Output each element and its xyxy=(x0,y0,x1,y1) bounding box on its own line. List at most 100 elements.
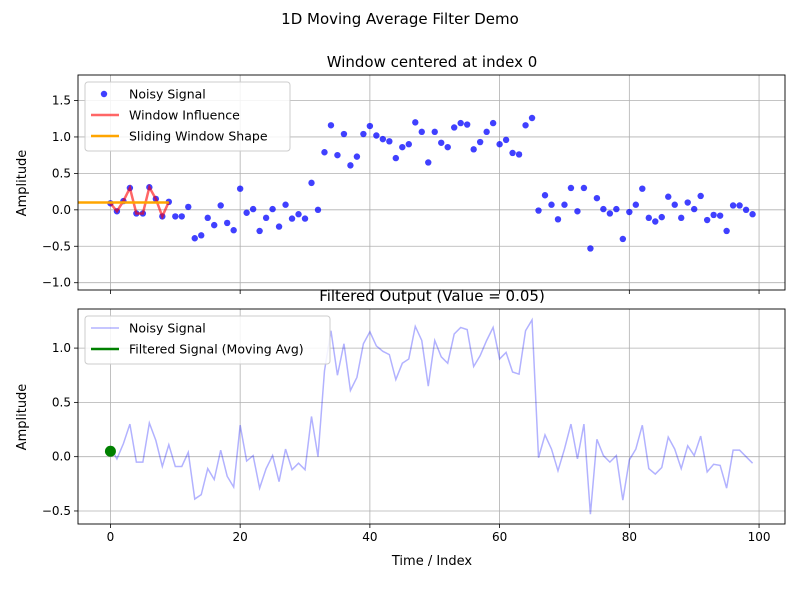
y-tick-label: −1.0 xyxy=(42,276,71,290)
scatter-point xyxy=(626,208,633,216)
scatter-point xyxy=(613,205,620,213)
scatter-point xyxy=(262,214,270,222)
series-line xyxy=(109,317,754,515)
y-tick-label: 0.5 xyxy=(52,166,71,180)
scatter-point xyxy=(639,185,646,192)
scatter-point xyxy=(502,136,510,144)
scatter-point xyxy=(223,219,231,227)
scatter-point xyxy=(535,207,542,214)
scatter-point xyxy=(723,227,730,235)
scatter-point xyxy=(665,193,672,200)
bottom-axes: Filtered Output (Value = 0.05) Amplitude… xyxy=(15,287,786,569)
legend-label: Sliding Window Shape xyxy=(129,129,268,144)
scatter-point xyxy=(236,185,244,192)
scatter-point xyxy=(340,130,348,138)
legend-label: Filtered Signal (Moving Avg) xyxy=(129,342,304,357)
scatter-point xyxy=(483,128,490,136)
scatter-point xyxy=(593,194,601,202)
scatter-point xyxy=(301,215,309,222)
x-tick-label: 40 xyxy=(362,530,377,544)
bottom-legend: Noisy Signal Filtered Signal (Moving Avg) xyxy=(84,315,331,365)
scatter-point xyxy=(353,153,361,160)
scatter-point xyxy=(347,162,354,169)
series-line xyxy=(109,183,170,220)
scatter-point xyxy=(243,209,250,216)
scatter-point xyxy=(645,214,652,222)
bottom-plot-area: 0 20 40 60 80 100 −0.5 0.0 0.5 1.0 xyxy=(42,308,786,544)
scatter-point xyxy=(405,141,412,148)
top-axes-title: Window centered at index 0 xyxy=(327,53,538,71)
scatter-point xyxy=(217,202,224,209)
scatter-point xyxy=(567,184,575,192)
scatter-point xyxy=(185,203,192,211)
scatter-point xyxy=(314,206,322,214)
scatter-point xyxy=(684,199,691,206)
axes-frame xyxy=(77,74,786,291)
scatter-point xyxy=(249,205,257,213)
bottom-axes-ylabel: Amplitude xyxy=(15,384,30,451)
scatter-point xyxy=(418,128,425,136)
scatter-point xyxy=(600,205,607,213)
scatter-point xyxy=(295,211,302,218)
series-group xyxy=(78,114,756,252)
scatter-point xyxy=(412,119,419,126)
filtered-marker xyxy=(104,445,116,457)
scatter-point xyxy=(308,179,315,187)
scatter-point xyxy=(198,232,205,239)
scatter-point xyxy=(431,128,438,136)
scatter-point xyxy=(288,215,296,222)
scatter-point xyxy=(574,208,581,215)
scatter-point xyxy=(548,201,555,208)
scatter-point xyxy=(496,141,503,148)
scatter-point xyxy=(457,119,464,127)
scatter-point xyxy=(736,202,743,209)
scatter-point xyxy=(522,122,529,129)
scatter-point xyxy=(172,213,179,220)
scatter-point xyxy=(561,201,568,208)
scatter-point xyxy=(386,138,393,145)
scatter-point xyxy=(204,214,211,222)
scatter-point xyxy=(509,149,516,157)
y-tick-label: 1.0 xyxy=(52,341,71,355)
y-tick-label: 0.0 xyxy=(52,450,71,464)
scatter-point xyxy=(438,139,445,146)
scatter-point xyxy=(652,218,659,225)
x-tick-label: 60 xyxy=(492,530,507,544)
scatter-point xyxy=(742,206,750,214)
scatter-point xyxy=(282,201,289,208)
scatter-point xyxy=(191,235,198,242)
scatter-point xyxy=(275,223,283,230)
legend-box xyxy=(84,81,291,152)
scatter-point xyxy=(366,122,374,130)
scatter-point xyxy=(716,212,724,219)
scatter-point xyxy=(334,151,341,159)
legend-box xyxy=(84,315,331,365)
scatter-point xyxy=(425,159,432,166)
bottom-axes-title: Filtered Output (Value = 0.05) xyxy=(319,287,545,305)
axes-frame xyxy=(77,308,786,525)
scatter-point xyxy=(515,151,523,158)
scatter-point xyxy=(678,214,685,222)
scatter-point xyxy=(606,210,614,217)
scatter-point xyxy=(541,192,549,199)
scatter-point xyxy=(373,132,380,139)
scatter-point xyxy=(580,184,588,192)
scatter-point xyxy=(528,114,536,122)
legend-label: Window Influence xyxy=(129,108,240,123)
scatter-point xyxy=(463,121,471,128)
scatter-point xyxy=(658,213,665,221)
top-axes: Window centered at index 0 Amplitude −1.… xyxy=(15,53,786,294)
scatter-point xyxy=(476,138,484,146)
legend-label: Noisy Signal xyxy=(129,87,206,102)
scatter-point xyxy=(671,201,678,208)
scatter-point xyxy=(256,227,263,235)
scatter-point xyxy=(230,227,237,234)
legend-marker xyxy=(100,90,108,98)
scatter-point xyxy=(470,146,477,153)
x-tick-label: 80 xyxy=(622,530,637,544)
figure-title: 1D Moving Average Filter Demo xyxy=(281,10,519,28)
scatter-point xyxy=(690,205,698,213)
scatter-point xyxy=(444,143,451,151)
x-tick-label: 100 xyxy=(748,530,771,544)
